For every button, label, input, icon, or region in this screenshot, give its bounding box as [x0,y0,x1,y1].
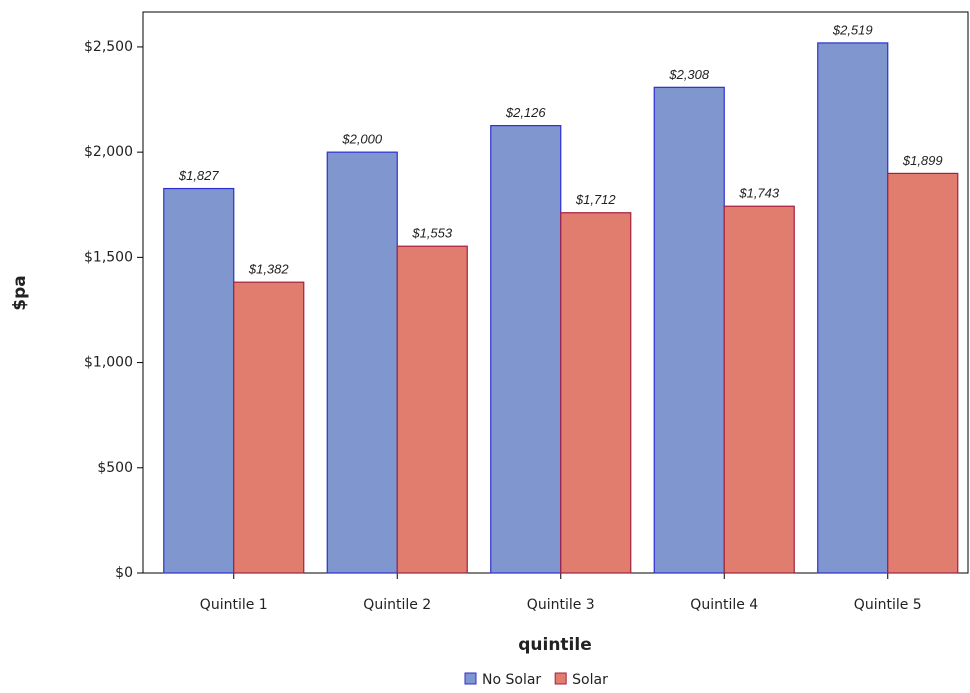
x-axis-label: quintile [518,635,592,655]
value-label: $1,382 [248,262,290,277]
bar [887,172,959,574]
value-label: $1,553 [411,226,453,241]
x-tick-label: Quintile 5 [854,597,922,613]
y-tick-label: $1,000 [84,355,133,371]
y-tick-label: $500 [97,460,133,476]
value-label: $2,519 [832,22,873,37]
y-axis-label: $pa [10,275,30,310]
bar [490,125,562,574]
x-tick-label: Quintile 4 [690,597,758,613]
value-label: $1,712 [575,192,617,207]
y-tick-label: $2,500 [84,39,133,55]
bar [560,212,632,574]
bar [653,86,725,574]
value-label: $2,126 [505,105,547,120]
bar [326,151,398,574]
value-label: $2,308 [668,67,710,82]
value-label: $1,899 [902,153,943,168]
bar [396,245,468,574]
bar [233,281,305,574]
legend-label: No Solar [482,672,541,688]
legend-swatch [464,672,477,685]
value-label: $2,000 [341,132,383,147]
legend-swatch [554,672,567,685]
y-tick-label: $1,500 [84,249,133,265]
value-label: $1,827 [178,168,220,183]
legend-label: Solar [572,672,608,688]
x-tick-label: Quintile 1 [200,597,268,613]
y-tick-label: $0 [115,565,133,581]
x-tick-label: Quintile 2 [363,597,431,613]
bar [163,187,235,574]
x-tick-label: Quintile 3 [527,597,595,613]
bar [817,42,889,574]
bar [723,205,795,574]
value-label: $1,743 [738,186,780,201]
y-tick-label: $2,000 [84,144,133,160]
